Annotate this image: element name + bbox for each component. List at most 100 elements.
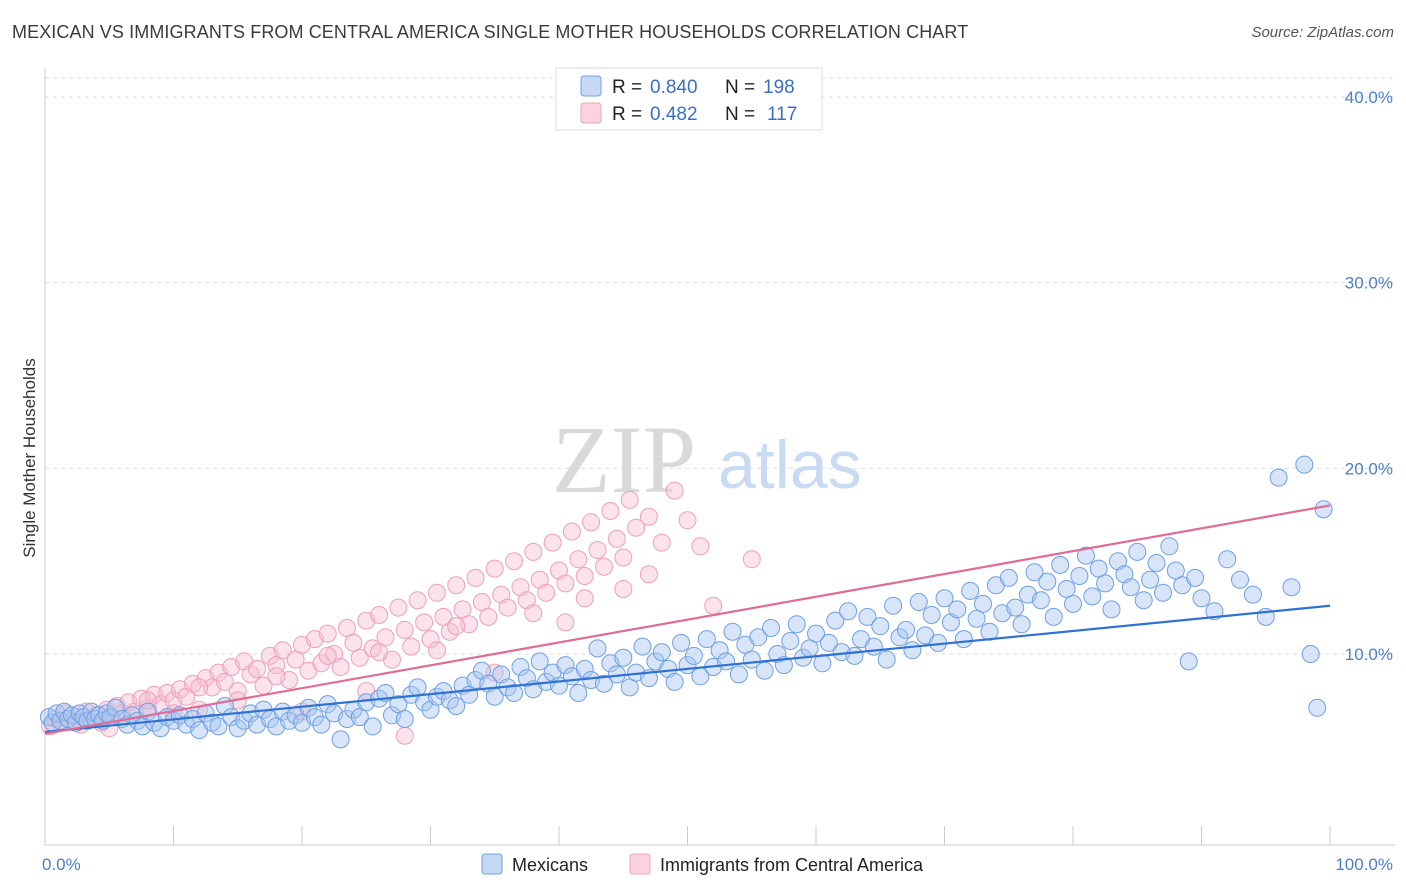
mexicans-point xyxy=(106,698,125,717)
mexicans-point xyxy=(787,615,806,634)
immigrants-point xyxy=(614,548,633,567)
mexicans-point xyxy=(492,665,511,684)
mexicans-point xyxy=(839,602,858,621)
mexicans-point xyxy=(1134,591,1153,610)
mexicans-point xyxy=(505,684,523,702)
immigrants-point xyxy=(350,648,369,667)
immigrants-point xyxy=(427,583,446,602)
mexicans-point xyxy=(974,594,992,613)
grid xyxy=(45,77,1395,655)
mexicans-point xyxy=(1308,698,1327,717)
immigrants-point xyxy=(678,511,697,530)
mexicans-point xyxy=(1051,555,1070,574)
mexicans-point xyxy=(1070,567,1089,585)
mexicans-point xyxy=(1006,598,1025,617)
mexicans-point xyxy=(209,717,228,736)
mexicans-point xyxy=(845,646,864,665)
immigrants-point xyxy=(524,604,543,623)
immigrants-point xyxy=(665,481,684,500)
mexicans-point xyxy=(1115,565,1134,584)
mexicans-point xyxy=(941,613,960,632)
mexicans-point xyxy=(697,630,716,649)
mexicans-point xyxy=(935,589,954,608)
mexicans-point xyxy=(897,620,915,639)
trend-line-mexicans xyxy=(44,604,1331,734)
immigrants-point xyxy=(472,593,491,611)
immigrants-point xyxy=(318,646,337,665)
immigrants-point xyxy=(639,507,658,526)
mexicans-point xyxy=(395,710,414,728)
immigrants-point xyxy=(485,559,504,578)
mexicans-point xyxy=(807,624,825,643)
mexicans-point xyxy=(1314,500,1333,519)
mexicans-point xyxy=(1147,554,1166,572)
mexicans-point xyxy=(948,600,967,619)
immigrants-point xyxy=(415,613,434,632)
immigrants-point xyxy=(466,568,485,587)
mexicans-point xyxy=(1044,607,1063,626)
mexicans-point xyxy=(1179,652,1198,671)
immigrants-point xyxy=(427,641,446,660)
immigrants-point xyxy=(312,654,331,673)
mexicans-point xyxy=(813,654,832,673)
mexicans-point xyxy=(710,641,729,660)
immigrants-point xyxy=(582,513,601,532)
immigrants-point xyxy=(370,606,389,624)
mexicans-point xyxy=(1096,574,1115,593)
mexicans-point xyxy=(1205,602,1224,621)
legend-swatch-immigrants xyxy=(580,102,602,124)
immigrants-point xyxy=(704,596,723,615)
mexicans-point xyxy=(305,708,324,727)
immigrants-point xyxy=(627,518,646,537)
mexicans-point xyxy=(595,674,613,693)
mexicans-point xyxy=(1128,542,1147,561)
mexicans-point xyxy=(1243,585,1262,604)
legend-bottom: Mexicans Immigrants from Central America xyxy=(481,853,924,875)
immigrants-point xyxy=(402,637,421,656)
immigrants-point xyxy=(215,672,234,691)
y-tick-label: 30.0% xyxy=(1345,274,1393,293)
immigrants-point xyxy=(691,537,710,556)
mexicans-point xyxy=(517,669,536,688)
mexicans-point xyxy=(864,637,883,656)
legend-n-value-1: 198 xyxy=(763,77,795,98)
mexicans-point xyxy=(877,650,896,669)
mexicans-point xyxy=(312,715,331,734)
immigrants-point xyxy=(569,550,588,569)
watermark: ZIP atlas xyxy=(552,406,862,513)
immigrants-point xyxy=(190,678,209,697)
mexicans-point xyxy=(884,596,903,615)
immigrants-point xyxy=(479,607,498,626)
mexicans-point xyxy=(903,641,922,660)
immigrants-point xyxy=(620,490,639,509)
mexicans-point xyxy=(472,661,491,680)
mexicans-point xyxy=(961,581,980,600)
immigrants-point xyxy=(511,578,530,597)
immigrants-point xyxy=(267,667,286,686)
mexicans-point xyxy=(1109,552,1127,571)
mexicans-point xyxy=(1186,568,1205,587)
immigrants-point xyxy=(588,541,607,559)
immigrants-point xyxy=(537,583,556,602)
legend-top: R = 0.840 N = 198 R = 0.482 N = 117 xyxy=(555,67,823,131)
immigrants-point xyxy=(505,552,523,571)
mexicans-point xyxy=(755,661,774,680)
legend-bottom-label-mexicans: Mexicans xyxy=(512,855,588,875)
legend-bottom-swatch-mexicans xyxy=(481,853,503,875)
immigrants-point xyxy=(517,591,536,610)
axes xyxy=(44,68,1395,846)
immigrants-point xyxy=(601,502,620,520)
mexicans-point xyxy=(672,633,691,652)
immigrants-point xyxy=(556,574,575,593)
mexicans-point xyxy=(749,628,768,647)
immigrants-point xyxy=(498,598,517,617)
mexicans-point xyxy=(781,632,800,650)
immigrants-point xyxy=(652,533,671,552)
series-immigrants-points xyxy=(41,481,761,745)
mexicans-point xyxy=(350,708,369,727)
mexicans-point xyxy=(1064,594,1082,613)
mexicans-point xyxy=(421,700,440,719)
legend-r-label-1: R = xyxy=(612,77,642,98)
immigrants-point xyxy=(575,567,594,585)
